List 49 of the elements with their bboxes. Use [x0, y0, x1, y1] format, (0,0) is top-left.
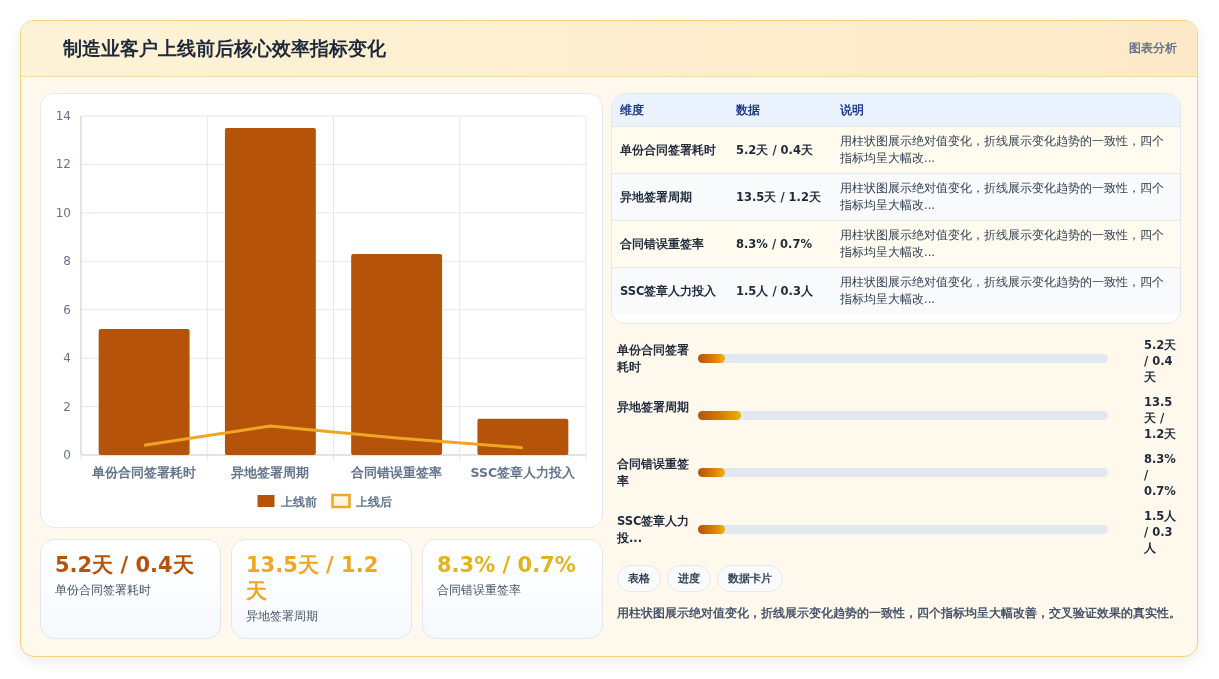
text: 维度	[612, 94, 728, 127]
text: 1.5人 / 0.3人	[1144, 508, 1178, 556]
x-tick-label: 合同错误重签率	[350, 465, 443, 480]
y-tick-label: 14	[55, 109, 71, 123]
text: 用柱状图展示绝对值变化，折线展示变化趋势的一致性，四个指标均呈大幅改...	[832, 126, 1180, 174]
text: 1.5人 / 0.3人	[728, 267, 832, 314]
text: 进度	[667, 565, 711, 592]
y-tick-label: 4	[63, 351, 71, 366]
legend-label: 上线前	[279, 495, 317, 509]
text: 5.2天 / 0.4天	[728, 126, 832, 174]
text: 5.2天 / 0.4天	[55, 552, 195, 578]
bar	[98, 329, 190, 455]
y-tick-label: 单份合同签署耗时	[617, 342, 690, 376]
text: SSC签章人力投入	[612, 267, 728, 314]
text: 8.3% / 0.7%	[728, 220, 832, 268]
text: 异地签署周期	[246, 608, 319, 625]
text: 合同错误重签率	[437, 582, 522, 599]
legend-label: 上线后	[354, 495, 392, 509]
y-tick-label: 2	[63, 399, 71, 414]
y-tick-label: 6	[63, 302, 71, 317]
y-tick-label: 10	[55, 205, 71, 220]
text: 用柱状图展示绝对值变化，折线展示变化趋势的一致性，四个指标均呈大幅改善，交叉验证效果的真实性。	[617, 605, 1182, 622]
bar	[477, 418, 569, 455]
text: 13.5天 / 1.2天	[1144, 394, 1178, 442]
text: 8.3% / 0.7%	[1144, 451, 1177, 499]
text: 图表分析	[1129, 40, 1177, 57]
y-tick-label: SSC签章人力投...	[617, 513, 691, 547]
y-tick-label: 异地签署周期	[617, 399, 690, 416]
y-tick-label: 12	[55, 157, 71, 172]
y-tick-label: 0	[63, 448, 71, 462]
text: 数据	[728, 94, 832, 127]
line-series	[142, 424, 525, 450]
text: 说明	[832, 94, 1180, 127]
text: 13.5天 / 1.2天	[728, 173, 832, 221]
text: 5.2天 / 0.4天	[1144, 337, 1178, 385]
text: 数据卡片	[717, 565, 783, 592]
bar	[351, 254, 443, 455]
text: 表格	[617, 565, 661, 592]
x-tick-label: SSC签章人力投入	[470, 465, 577, 480]
x-tick-label: 单份合同签署耗时	[91, 465, 197, 480]
text: 13.5天 / 1.2天	[246, 552, 380, 604]
text: 用柱状图展示绝对值变化，折线展示变化趋势的一致性，四个指标均呈大幅改...	[832, 173, 1180, 221]
text: 用柱状图展示绝对值变化，折线展示变化趋势的一致性，四个指标均呈大幅改...	[832, 220, 1180, 268]
text: 8.3% / 0.7%	[437, 552, 577, 578]
chart-title: 制造业客户上线前后核心效率指标变化	[63, 36, 386, 61]
bar	[224, 128, 316, 455]
x-tick-label: 异地签署周期	[230, 465, 310, 480]
y-tick-label: 8	[63, 254, 71, 269]
text: 用柱状图展示绝对值变化，折线展示变化趋势的一致性，四个指标均呈大幅改...	[832, 267, 1180, 314]
